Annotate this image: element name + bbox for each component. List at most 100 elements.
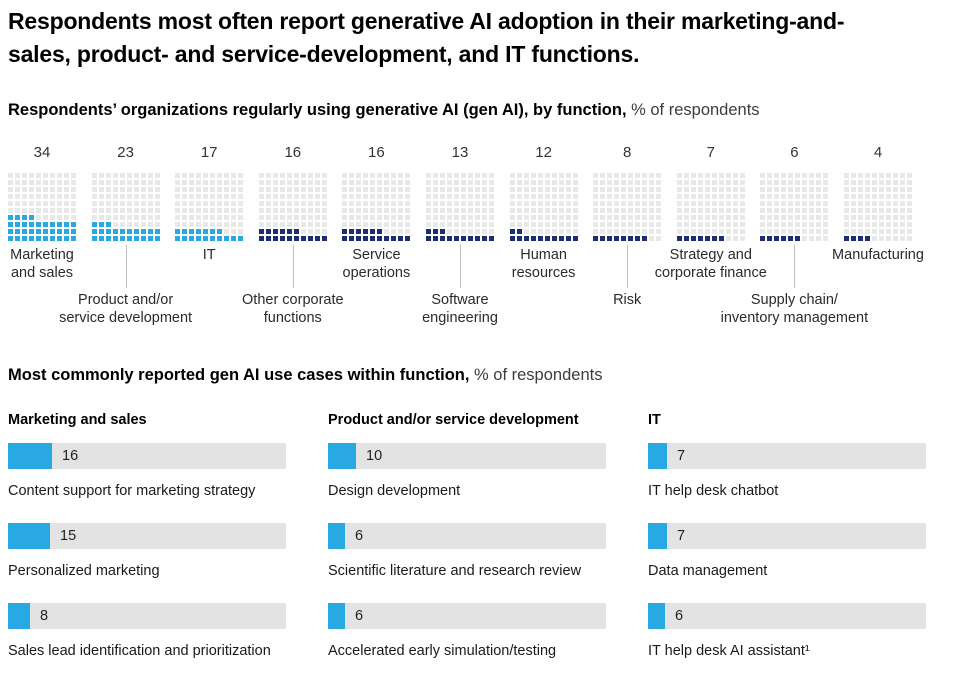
waffle-cell [210, 187, 216, 192]
waffle-cell [593, 208, 599, 213]
waffle-cell [621, 194, 627, 199]
waffle-cell [760, 194, 766, 199]
waffle-cell [509, 173, 515, 178]
waffle-cell [760, 222, 766, 227]
waffle-cell [349, 229, 355, 234]
waffle-cell [865, 208, 870, 213]
waffle-cell [823, 236, 829, 241]
waffle-cell [642, 180, 648, 185]
waffle-cell [454, 173, 459, 178]
waffle-cell [217, 222, 223, 227]
waffle-cell [725, 236, 731, 241]
waffle-cell [468, 194, 473, 199]
waffle-cell [126, 194, 132, 199]
waffle-cell [642, 229, 648, 234]
waffle-cell [224, 222, 230, 227]
waffle-cell [426, 236, 431, 241]
function-label: Software engineering [422, 292, 498, 326]
waffle-cell [91, 236, 97, 241]
waffle-cell [349, 194, 355, 199]
waffle-cell [851, 222, 856, 227]
waffle-cell [384, 215, 390, 220]
waffle-cell [621, 201, 627, 206]
waffle-cell [57, 173, 62, 178]
waffle-cell [370, 236, 376, 241]
function-label: IT [202, 247, 216, 263]
waffle-cell [307, 187, 313, 192]
waffle-cell [711, 208, 717, 213]
waffle-chart-heading-unit: % of respondents [626, 101, 760, 119]
waffle-cell [551, 173, 557, 178]
waffle-cell [384, 187, 390, 192]
waffle-cell [683, 173, 689, 178]
waffle-cell [217, 201, 223, 206]
waffle-cell [781, 194, 787, 199]
waffle-cell [105, 194, 111, 199]
waffle-cell [175, 222, 181, 227]
waffle-cell [516, 208, 522, 213]
waffle-cell [704, 222, 710, 227]
waffle-cell [851, 215, 856, 220]
waffle-cell [690, 229, 696, 234]
bar-fill [328, 523, 345, 549]
waffle-cell [398, 215, 404, 220]
waffle-cell [788, 215, 794, 220]
waffle-cell [265, 236, 271, 241]
waffle-cell [516, 229, 522, 234]
waffle-cell [572, 201, 578, 206]
waffle-cell [816, 173, 822, 178]
waffle-cell [544, 222, 550, 227]
waffle-cell [711, 187, 717, 192]
waffle-cell [865, 215, 870, 220]
waffle-cell [656, 229, 662, 234]
waffle-grid [509, 173, 578, 241]
waffle-cell [635, 208, 641, 213]
waffle-cell [802, 222, 808, 227]
waffle-cell [537, 201, 543, 206]
waffle-cell [544, 180, 550, 185]
waffle-cell [217, 194, 223, 199]
waffle-cell [22, 173, 27, 178]
waffle-cell [22, 194, 27, 199]
waffle-cell [119, 194, 125, 199]
waffle-cell [537, 187, 543, 192]
waffle-cell [307, 201, 313, 206]
waffle-cell [314, 187, 320, 192]
waffle-cell [57, 187, 62, 192]
waffle-cell [711, 201, 717, 206]
waffle-cell [468, 201, 473, 206]
waffle-cell [489, 236, 494, 241]
waffle-cell [231, 208, 237, 213]
waffle-cell [440, 180, 445, 185]
waffle-grid [760, 173, 829, 241]
waffle-cell [851, 187, 856, 192]
waffle-cell [739, 215, 745, 220]
waffle-cell [621, 236, 627, 241]
waffle-cell [683, 229, 689, 234]
waffle-cell [356, 173, 362, 178]
waffle-cell [649, 229, 655, 234]
waffle-cell [210, 173, 216, 178]
waffle-cell [565, 236, 571, 241]
waffle-cell [447, 201, 452, 206]
waffle-cell [147, 173, 153, 178]
waffle-cell [342, 194, 348, 199]
waffle-cell [426, 222, 431, 227]
waffle-cell [64, 194, 69, 199]
waffle-cell [593, 222, 599, 227]
waffle-cell [8, 201, 13, 206]
waffle-cell [363, 201, 369, 206]
waffle-cell [440, 222, 445, 227]
waffle-cell [440, 215, 445, 220]
waffle-cell [711, 236, 717, 241]
waffle-cell [231, 194, 237, 199]
waffle-cell [105, 229, 111, 234]
waffle-cell [551, 194, 557, 199]
waffle-cell [91, 229, 97, 234]
waffle-cell [36, 173, 41, 178]
waffle-cell [91, 222, 97, 227]
waffle-cell [377, 215, 383, 220]
waffle-cell [551, 229, 557, 234]
waffle-cell [224, 180, 230, 185]
waffle-cell [816, 215, 822, 220]
